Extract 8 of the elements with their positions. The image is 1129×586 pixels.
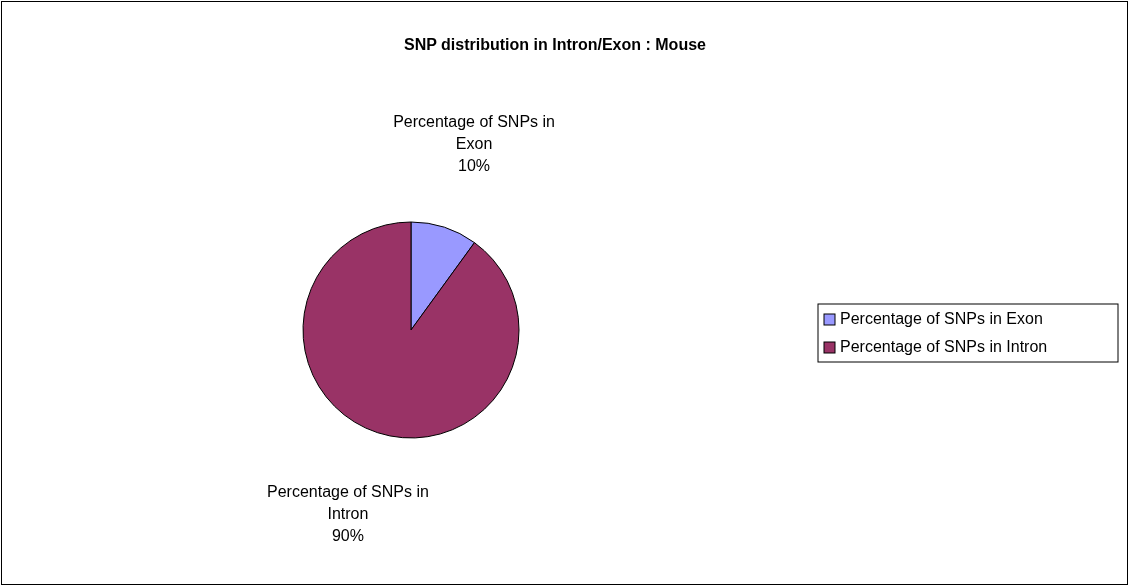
slice-label: Percentage of SNPs in Intron [266, 483, 429, 523]
legend-label: Percentage of SNPs in Exon [840, 310, 1043, 328]
chart-title: SNP distribution in Intron/Exon : Mouse [404, 36, 707, 53]
pie-slice [302, 221, 520, 439]
slice-label: Percentage of SNPs in Exon [393, 113, 556, 153]
data-label: 10% [458, 157, 491, 175]
legend-label: Percentage of SNPs in Intron [840, 338, 1048, 356]
data-label: 90% [331, 527, 364, 545]
